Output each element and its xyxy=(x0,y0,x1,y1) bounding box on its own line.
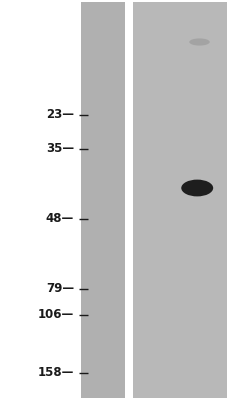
Text: 23—: 23— xyxy=(46,108,74,121)
Bar xyxy=(81,2,125,398)
Text: 106—: 106— xyxy=(38,308,74,321)
Text: 48—: 48— xyxy=(46,212,74,225)
Text: 79—: 79— xyxy=(46,282,74,295)
Ellipse shape xyxy=(180,180,212,196)
Text: 35—: 35— xyxy=(46,142,74,155)
Ellipse shape xyxy=(188,38,209,46)
Text: 158—: 158— xyxy=(37,366,74,379)
Bar xyxy=(132,2,227,398)
Bar xyxy=(125,2,132,398)
